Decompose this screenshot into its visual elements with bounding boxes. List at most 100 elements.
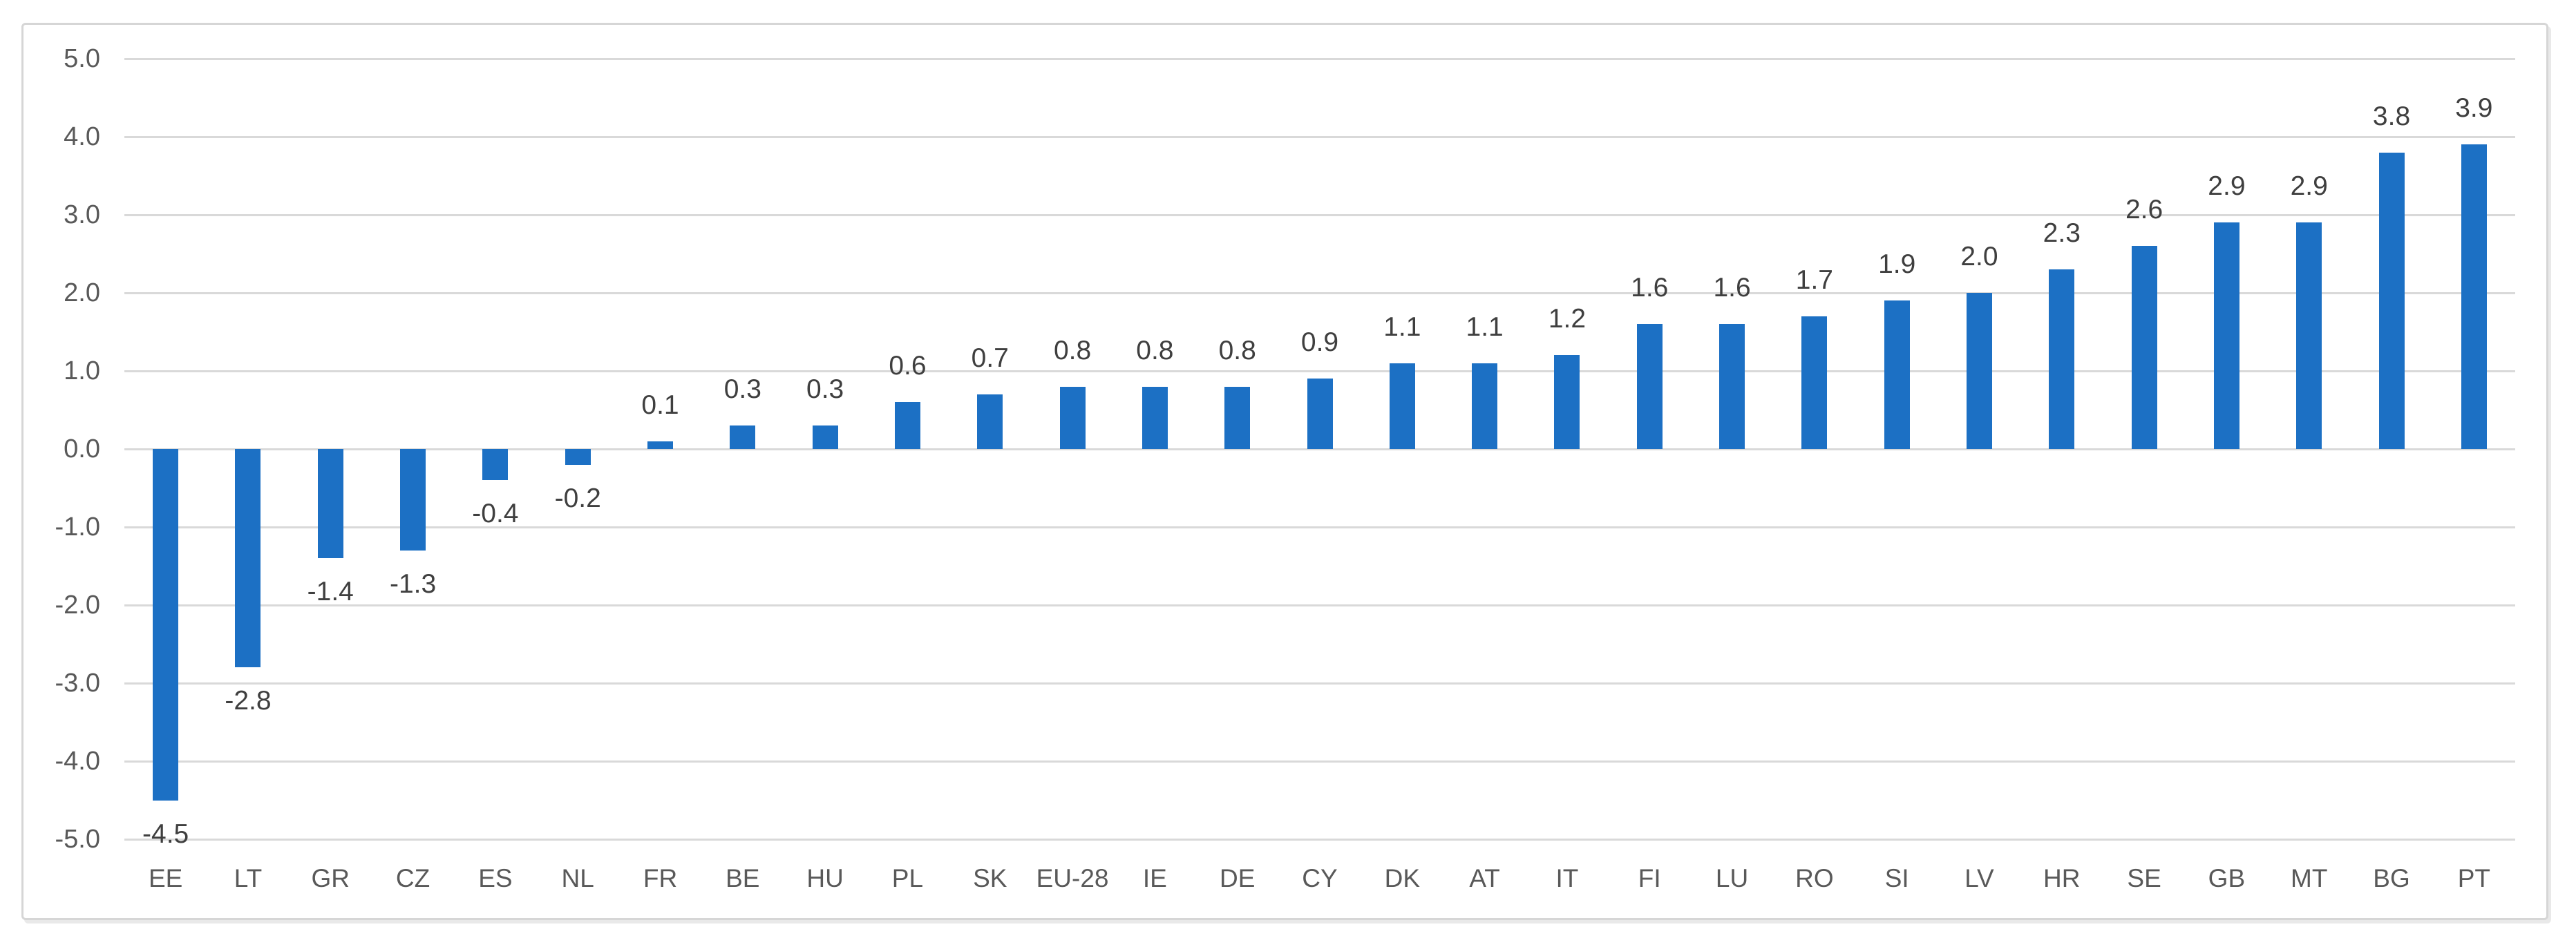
x-axis-label: CY	[1302, 864, 1338, 892]
x-axis-label: IE	[1142, 864, 1167, 892]
bar-FI	[1636, 324, 1663, 449]
bar-value-label: -0.4	[472, 499, 519, 529]
x-axis-label: RO	[1795, 864, 1834, 892]
bar-HU	[812, 425, 838, 449]
bar-value-label: 1.6	[1631, 273, 1669, 303]
bar-value-label: 0.3	[723, 374, 761, 405]
bar-LU	[1719, 324, 1745, 449]
y-axis-tick-label: -4.0	[55, 747, 100, 776]
bar-value-label: 1.1	[1466, 312, 1504, 342]
bar-value-label: 0.7	[971, 343, 1009, 373]
y-axis-tick-label: 5.0	[64, 44, 100, 73]
x-axis-label: GR	[311, 864, 350, 892]
x-axis-label: SK	[973, 864, 1007, 892]
bar-value-label: 2.0	[1960, 242, 1998, 271]
bar-value-label: 0.1	[641, 390, 679, 420]
y-axis-tick-label: -3.0	[55, 669, 100, 698]
x-axis-label: BE	[726, 864, 760, 892]
bar-EE	[153, 449, 179, 801]
bar-value-label: 2.6	[2125, 195, 2163, 225]
bar-value-label: 0.8	[1053, 335, 1092, 365]
bar-value-label: 0.9	[1300, 327, 1339, 358]
bar-value-label: 0.3	[806, 374, 844, 405]
bar-IE	[1142, 386, 1168, 449]
x-axis-label: ES	[478, 864, 513, 892]
bar-SI	[1884, 300, 1910, 449]
bar-FR	[647, 441, 674, 449]
bar-value-label: 1.7	[1795, 265, 1833, 295]
x-axis-label: HR	[2043, 864, 2081, 892]
bar-value-label: 3.8	[2372, 101, 2411, 131]
gridline	[124, 761, 2515, 763]
bar-PL	[894, 402, 920, 449]
gridline	[124, 839, 2515, 841]
bar-DE	[1224, 386, 1251, 449]
bar-ES	[482, 449, 509, 481]
y-axis-tick-label: 3.0	[64, 200, 100, 229]
bar-value-label: 2.9	[2208, 171, 2246, 202]
bar-NL	[565, 449, 591, 465]
bar-BE	[730, 425, 756, 449]
bar-LT	[235, 449, 261, 668]
bar-SE	[2131, 246, 2157, 449]
chart-frame	[21, 23, 2548, 920]
x-axis-label: EU-28	[1036, 864, 1109, 892]
x-axis-label: AT	[1469, 864, 1500, 892]
y-axis-tick-label: -2.0	[55, 591, 100, 620]
bar-value-label: 0.8	[1218, 335, 1256, 365]
bar-IT	[1554, 355, 1580, 449]
bar-value-label: -1.4	[307, 577, 354, 607]
gridline	[124, 370, 2515, 372]
bar-value-label: -4.5	[142, 819, 189, 849]
x-axis-label: MT	[2291, 864, 2328, 892]
x-axis-label: IT	[1555, 864, 1579, 892]
bar-CZ	[400, 449, 426, 551]
bar-EU-28	[1059, 386, 1086, 449]
zero-gridline	[124, 448, 2515, 450]
bar-CY	[1307, 379, 1333, 449]
bar-value-label: 1.9	[1878, 249, 1916, 280]
gridline	[124, 136, 2515, 138]
bar-SK	[977, 394, 1003, 449]
y-axis-tick-label: 2.0	[64, 278, 100, 307]
x-axis-label: LU	[1715, 864, 1749, 892]
x-axis-label: NL	[561, 864, 594, 892]
x-axis-label: HU	[806, 864, 844, 892]
bar-value-label: 2.3	[2043, 218, 2081, 249]
y-axis-tick-label: -5.0	[55, 825, 100, 854]
bar-RO	[1801, 316, 1828, 449]
bar-value-label: 3.9	[2455, 93, 2493, 124]
x-axis-label: FR	[643, 864, 678, 892]
bar-value-label: 1.2	[1548, 304, 1587, 334]
bar-AT	[1472, 363, 1498, 449]
bar-value-label: -1.3	[389, 568, 437, 599]
gridline	[124, 604, 2515, 606]
x-axis-label: BG	[2373, 864, 2410, 892]
bar-HR	[2049, 269, 2075, 449]
bar-MT	[2296, 222, 2322, 449]
bar-PT	[2461, 144, 2487, 449]
bar-value-label: 1.1	[1383, 312, 1421, 342]
bar-BG	[2378, 152, 2405, 449]
bar-value-label: 2.9	[2290, 171, 2328, 202]
y-axis-tick-label: 1.0	[64, 356, 100, 385]
x-axis-label: FI	[1638, 864, 1661, 892]
x-axis-label: SI	[1884, 864, 1909, 892]
bar-LV	[1966, 293, 1992, 449]
y-axis-tick-label: 0.0	[64, 434, 100, 463]
x-axis-label: DK	[1384, 864, 1420, 892]
x-axis-label: PL	[891, 864, 924, 892]
x-axis-label: PT	[2457, 864, 2490, 892]
bar-value-label: -2.8	[225, 686, 272, 716]
bar-GR	[317, 449, 343, 559]
y-axis-tick-label: -1.0	[55, 513, 100, 542]
gridline	[124, 214, 2515, 216]
x-axis-label: LV	[1964, 864, 1994, 892]
gridline	[124, 292, 2515, 294]
gridline	[124, 682, 2515, 685]
x-axis-label: LT	[234, 864, 263, 892]
